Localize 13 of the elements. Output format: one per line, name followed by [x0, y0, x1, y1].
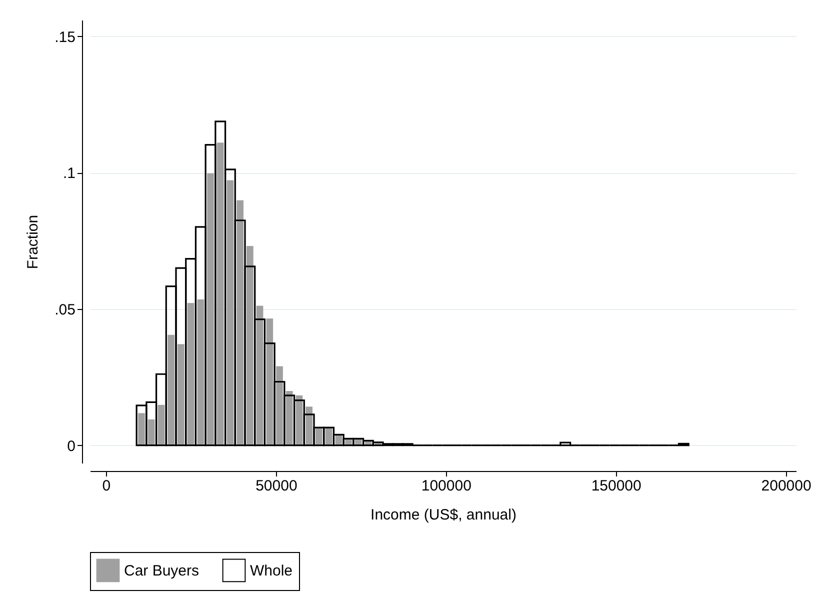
x-tick-label: 0 — [102, 478, 111, 494]
legend-label: Car Buyers — [124, 562, 200, 580]
y-tick-label: .15 — [54, 28, 76, 46]
y-tick-label: .1 — [62, 165, 76, 182]
x-tick-label: 100000 — [421, 478, 472, 494]
legend-label: Whole — [250, 562, 293, 580]
y-tick-label: .05 — [54, 301, 76, 318]
y-tick-label: 0 — [67, 438, 76, 455]
x-tick-label: 200000 — [761, 478, 812, 494]
x-tick-label: 50000 — [256, 478, 298, 494]
x-axis-title: Income (US$, annual) — [370, 506, 516, 524]
x-tick-label: 150000 — [591, 478, 642, 494]
y-axis-title: Fraction — [24, 214, 42, 270]
